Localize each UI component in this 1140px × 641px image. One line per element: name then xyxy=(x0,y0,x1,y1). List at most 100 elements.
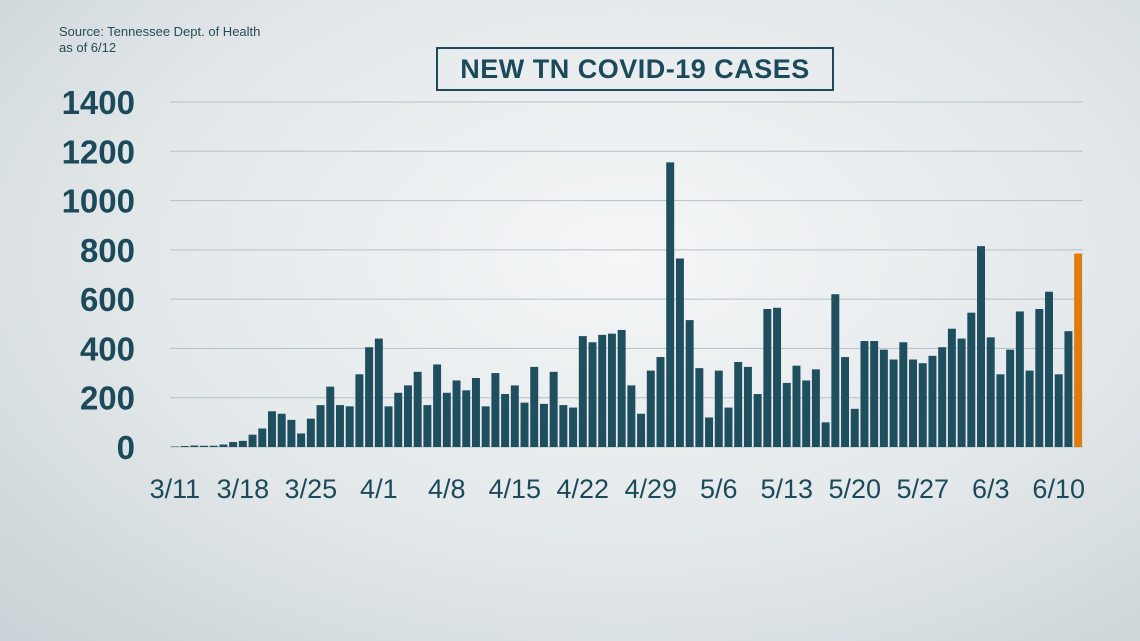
y-tick-label: 800 xyxy=(80,232,135,269)
bar xyxy=(471,378,480,447)
bar xyxy=(413,371,422,447)
bar xyxy=(209,445,218,447)
y-tick-label: 1400 xyxy=(62,84,135,121)
bar xyxy=(743,366,752,447)
bar xyxy=(539,403,548,447)
bar xyxy=(1035,309,1044,447)
bar xyxy=(452,380,461,447)
x-tick-label: 6/10 xyxy=(1032,474,1085,504)
bar xyxy=(986,337,995,447)
bar xyxy=(646,370,655,447)
x-tick-label: 6/3 xyxy=(972,474,1010,504)
bar xyxy=(268,411,276,447)
bar xyxy=(229,442,238,447)
bar xyxy=(1015,311,1024,447)
x-tick-label: 5/13 xyxy=(760,474,813,504)
bar xyxy=(889,359,898,447)
bar xyxy=(559,405,568,447)
bar xyxy=(491,373,500,447)
bar xyxy=(773,307,782,447)
bar xyxy=(977,246,985,447)
x-tick-label: 5/27 xyxy=(896,474,949,504)
bar xyxy=(753,394,762,447)
x-tick-label: 4/22 xyxy=(557,474,610,504)
source-line: Source: Tennessee Dept. of Health xyxy=(59,24,261,39)
bar xyxy=(685,320,694,447)
bar xyxy=(705,417,714,447)
y-tick-label: 0 xyxy=(117,429,135,466)
bar xyxy=(802,380,811,447)
bar xyxy=(928,355,937,447)
as-of-date: as of 6/12 xyxy=(59,40,117,55)
y-tick-label: 400 xyxy=(80,330,135,367)
x-tick-label: 5/6 xyxy=(700,474,738,504)
bar xyxy=(306,418,315,447)
x-tick-label: 3/11 xyxy=(150,474,201,504)
bar xyxy=(1025,370,1034,447)
bar xyxy=(530,366,539,447)
source-note: Source: Tennessee Dept. of Health as of … xyxy=(59,24,260,56)
bar xyxy=(617,329,626,447)
bar xyxy=(967,312,976,447)
bar xyxy=(899,342,908,447)
bar xyxy=(365,347,374,447)
bar xyxy=(1045,291,1053,447)
bar xyxy=(462,390,471,447)
y-tick-label: 1000 xyxy=(62,183,135,220)
bar xyxy=(879,349,888,447)
bar xyxy=(870,341,879,447)
bar xyxy=(433,364,442,447)
bar xyxy=(248,434,257,447)
bar xyxy=(598,334,607,447)
bar xyxy=(607,333,616,447)
bar xyxy=(297,433,306,447)
bar xyxy=(442,392,451,447)
bar xyxy=(374,338,383,447)
bar xyxy=(578,336,587,447)
bar xyxy=(238,440,247,447)
bar xyxy=(860,341,869,447)
bar xyxy=(403,385,412,447)
bar xyxy=(841,357,850,447)
bar xyxy=(782,382,791,447)
y-tick-label: 600 xyxy=(80,281,135,318)
bar xyxy=(588,342,597,447)
bar xyxy=(481,406,490,447)
x-tick-label: 5/20 xyxy=(828,474,881,504)
bar xyxy=(569,407,578,447)
bar xyxy=(811,369,820,447)
bar xyxy=(627,385,636,447)
bar xyxy=(695,368,704,447)
x-tick-label: 4/8 xyxy=(428,474,466,504)
bar xyxy=(200,445,208,447)
bar xyxy=(724,407,733,447)
bar xyxy=(170,446,179,448)
bar xyxy=(1006,349,1015,447)
x-tick-label: 4/1 xyxy=(360,474,398,504)
y-tick-label: 1200 xyxy=(62,133,135,170)
bar xyxy=(957,338,966,447)
bar xyxy=(1064,331,1073,447)
bar xyxy=(345,406,354,447)
bar xyxy=(355,374,364,447)
bar xyxy=(501,394,510,447)
x-tick-label: 3/25 xyxy=(285,474,338,504)
x-tick-label: 4/29 xyxy=(625,474,678,504)
bar xyxy=(180,446,189,447)
bar xyxy=(258,428,267,447)
x-tick-label: 3/18 xyxy=(217,474,270,504)
bar xyxy=(549,371,558,447)
bar xyxy=(656,357,665,447)
bar xyxy=(918,363,927,447)
bar xyxy=(821,422,830,447)
bar xyxy=(666,162,675,447)
bar xyxy=(714,370,723,447)
bar xyxy=(938,347,947,447)
bar xyxy=(287,419,296,447)
y-tick-label: 200 xyxy=(80,380,135,417)
bar xyxy=(190,445,199,447)
bar xyxy=(1054,374,1063,447)
bar xyxy=(219,444,228,447)
bar xyxy=(423,405,432,447)
